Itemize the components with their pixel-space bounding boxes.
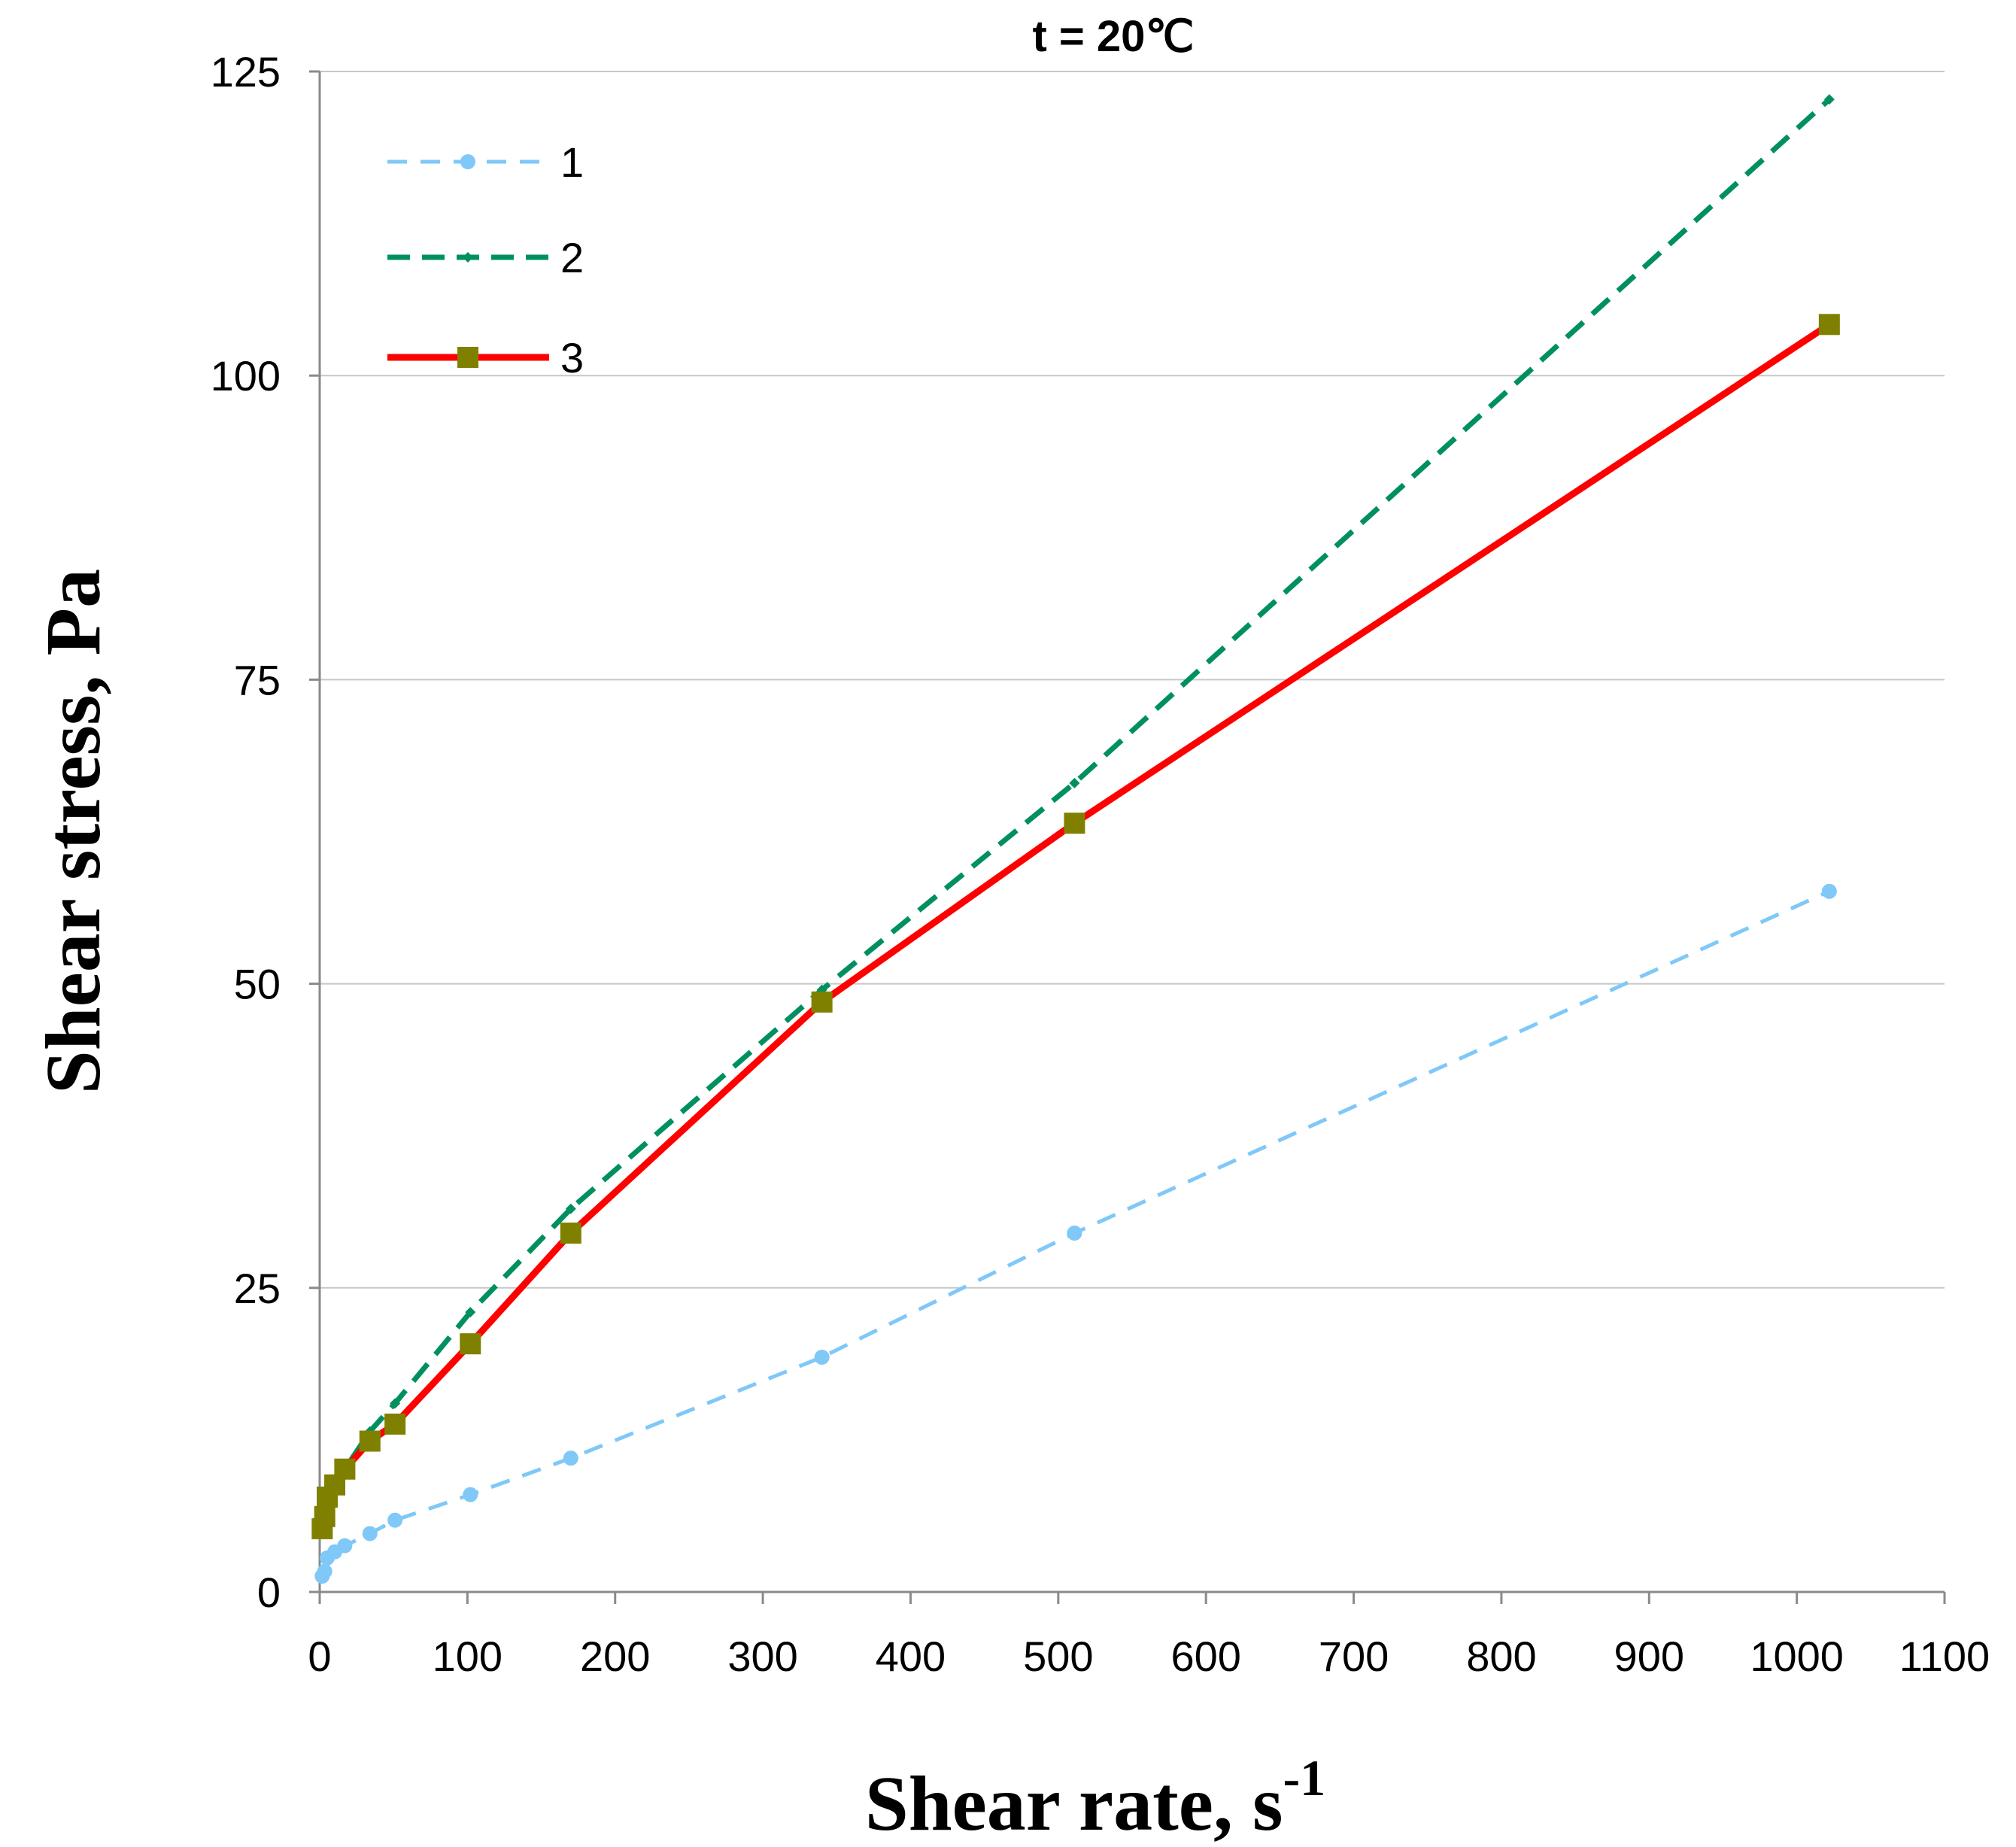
y-tick-label: 75 [234, 656, 281, 703]
x-tick-label: 500 [1023, 1633, 1093, 1680]
x-tick-label: 600 [1170, 1633, 1240, 1680]
x-axis-title-superscript: -1 [1283, 1749, 1325, 1806]
x-tick-label: 100 [433, 1633, 502, 1680]
legend-label-2: 2 [560, 234, 584, 281]
series-line-2 [319, 97, 1832, 1526]
series-line-3 [318, 320, 1833, 1533]
data-point-series-1 [463, 1487, 478, 1502]
legend-item-3: 3 [387, 334, 584, 381]
legend-item-1: 1 [387, 138, 584, 186]
y-tick-label: 0 [257, 1569, 281, 1616]
x-tick-label: 700 [1319, 1633, 1389, 1680]
x-axis-title: Shear rate, s-1 [865, 1749, 1325, 1847]
legend-label-1: 1 [560, 138, 584, 186]
data-point-series-1 [563, 1451, 578, 1466]
data-point-series-1 [387, 1512, 403, 1528]
legend-marker-3 [457, 347, 478, 368]
data-point-series-3 [560, 1223, 581, 1244]
chart-title: t = 20℃ [1032, 12, 1194, 61]
series-2 [317, 94, 1835, 1531]
data-point-series-2 [565, 1203, 576, 1214]
series-layer [311, 94, 1840, 1584]
x-tick-label: 0 [308, 1633, 331, 1680]
axis-layer: 0 25 50 75 100 125 0 100 200 300 400 500 600 700 800 90… [211, 48, 1990, 1680]
data-point-series-3 [811, 991, 833, 1013]
legend: 1 2 3 [387, 138, 584, 381]
x-tick-label: 300 [727, 1633, 797, 1680]
data-point-series-2 [1823, 94, 1835, 105]
x-tick-label: 800 [1466, 1633, 1536, 1680]
y-tick-label: 25 [234, 1265, 281, 1312]
y-tick-label: 50 [234, 961, 281, 1008]
data-point-series-1 [814, 1349, 830, 1365]
grid-layer [320, 71, 1945, 1289]
data-point-series-2 [390, 1398, 401, 1409]
data-point-series-2 [465, 1307, 476, 1318]
x-tick-label: 200 [580, 1633, 650, 1680]
legend-item-2: 2 [387, 234, 584, 281]
data-point-series-3 [359, 1430, 381, 1452]
x-axis-title-text: Shear rate, s [865, 1760, 1283, 1847]
data-point-series-2 [1069, 777, 1080, 788]
data-point-series-3 [1064, 813, 1085, 834]
data-point-series-3 [384, 1413, 406, 1435]
x-tick-label: 400 [876, 1633, 946, 1680]
data-point-series-3 [314, 1505, 335, 1527]
y-tick-label: 100 [211, 352, 281, 399]
data-point-series-3 [334, 1458, 356, 1480]
legend-marker-2 [463, 252, 473, 263]
data-point-series-1 [1821, 883, 1837, 899]
legend-marker-1 [460, 154, 475, 169]
x-tick-label: 1100 [1899, 1633, 1990, 1680]
x-tick-label: 900 [1614, 1633, 1684, 1680]
y-axis-title: Shear stress, Pa [30, 569, 117, 1094]
data-point-series-3 [1818, 314, 1840, 336]
series-1 [314, 883, 1837, 1584]
x-tick-label: 1000 [1750, 1633, 1844, 1680]
data-point-series-1 [317, 1563, 332, 1579]
data-point-series-1 [1067, 1226, 1082, 1241]
series-3 [311, 314, 1840, 1539]
data-point-series-3 [460, 1333, 481, 1355]
data-point-series-1 [337, 1538, 353, 1554]
legend-label-3: 3 [560, 334, 584, 381]
data-point-series-1 [362, 1526, 378, 1542]
y-tick-label: 125 [211, 48, 281, 96]
